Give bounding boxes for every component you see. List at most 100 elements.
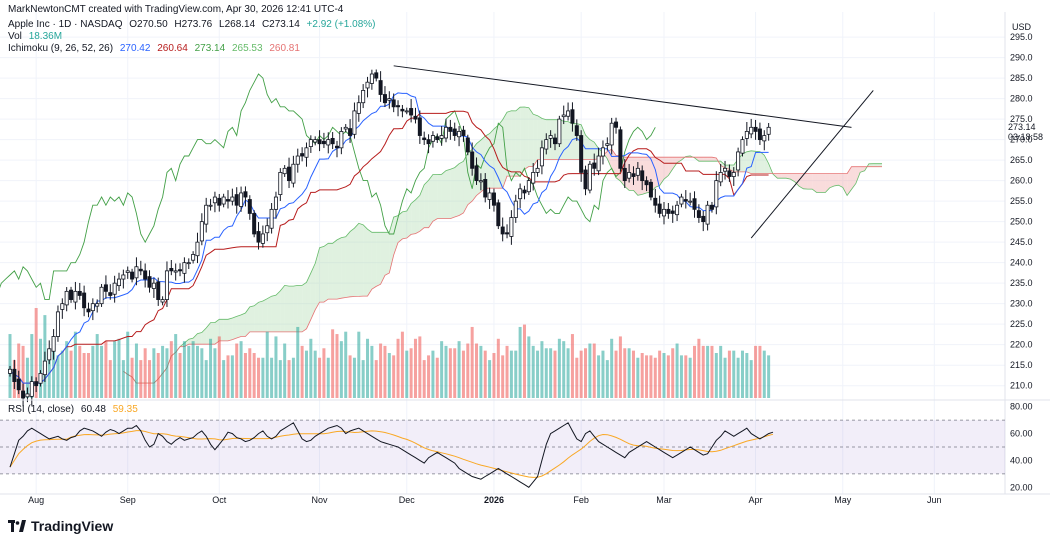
- volume-bar: [440, 341, 444, 398]
- cloud-segment: [380, 232, 385, 285]
- candle-body: [304, 147, 309, 158]
- candle: [587, 160, 592, 194]
- volume-bar: [126, 331, 130, 398]
- candle: [295, 148, 300, 173]
- volume-bar: [52, 348, 56, 398]
- volume-bar: [91, 345, 95, 398]
- candle-body: [696, 210, 701, 218]
- candle-body: [526, 180, 531, 193]
- cloud-segment: [219, 319, 224, 341]
- candle-body: [12, 368, 17, 382]
- ohlc-close: C273.14: [261, 19, 300, 30]
- cloud-segment: [668, 157, 673, 176]
- candle-body: [483, 179, 488, 198]
- candle: [112, 275, 117, 303]
- candle-body: [308, 139, 313, 148]
- candle-body: [557, 118, 562, 145]
- volume-bar: [697, 338, 701, 398]
- candle: [282, 165, 287, 177]
- candle: [356, 95, 361, 122]
- volume-bar: [714, 353, 718, 398]
- volume-bar: [693, 345, 697, 398]
- last-price: 273.14: [1008, 122, 1036, 132]
- candle-body: [291, 163, 296, 184]
- volume-bar: [601, 350, 605, 398]
- candle: [396, 100, 401, 117]
- volume-bar: [470, 326, 474, 398]
- tradingview-logo[interactable]: TradingView: [8, 518, 113, 534]
- candle: [55, 305, 60, 342]
- candle: [731, 167, 736, 186]
- volume-bar: [575, 357, 579, 398]
- candle: [278, 168, 283, 201]
- rsi-ma-value: 59.35: [112, 404, 138, 415]
- candle: [574, 119, 579, 141]
- candle-body: [239, 192, 244, 207]
- volume-bar: [636, 357, 640, 398]
- candle-body: [679, 196, 684, 205]
- cloud-segment: [594, 142, 599, 160]
- candle: [374, 69, 379, 82]
- volume-bar: [457, 341, 461, 398]
- cloud-segment: [228, 317, 233, 341]
- volume-bar: [483, 350, 487, 398]
- candle-body: [579, 135, 584, 173]
- volume-bar: [544, 348, 548, 398]
- candle: [21, 383, 26, 407]
- volume-bar: [348, 355, 352, 398]
- candle-body: [252, 213, 257, 235]
- volume-bar: [344, 331, 348, 398]
- candle-body: [265, 225, 270, 234]
- candle: [509, 210, 514, 245]
- volume-bar: [466, 343, 470, 398]
- candle-body: [718, 172, 723, 183]
- candle: [400, 104, 405, 118]
- volume-bar: [117, 338, 121, 398]
- candle: [452, 122, 457, 141]
- candle-body: [609, 122, 614, 146]
- time-tick-label: 2026: [484, 495, 504, 505]
- candle-body: [701, 215, 706, 223]
- candle: [622, 158, 627, 189]
- cloud-segment: [358, 223, 364, 297]
- candle-body: [553, 137, 558, 145]
- symbol-legend: Apple Inc · 1D · NASDAQ O270.50 H273.76 …: [8, 19, 379, 30]
- volume-bar: [444, 345, 448, 398]
- volume-bar: [25, 357, 29, 398]
- volume-bar: [331, 329, 335, 398]
- volume-bar: [156, 353, 160, 398]
- volume-bar: [374, 360, 378, 398]
- volume-bar: [553, 350, 557, 398]
- ohlc-open: O270.50: [129, 19, 168, 30]
- candle-body: [195, 241, 200, 257]
- price-axis: 210.0 215.0 220.0 225.0 230.0 235.0 240.0 245.0…: [1004, 12, 1033, 494]
- cloud-segment: [446, 169, 451, 219]
- volume-bar: [584, 348, 588, 398]
- candle-body: [300, 153, 305, 157]
- volume-bar: [252, 353, 256, 398]
- candle: [723, 160, 728, 180]
- candle: [705, 200, 710, 231]
- candle: [749, 118, 754, 139]
- volume-bar: [34, 308, 38, 398]
- cloud-segment: [415, 195, 420, 234]
- candle-body: [151, 282, 156, 289]
- candle-body: [60, 303, 65, 310]
- volume-bar: [579, 350, 583, 398]
- volume-bar: [588, 343, 592, 398]
- cloud-segment: [664, 157, 669, 180]
- candle-body: [99, 286, 104, 305]
- volume-bar: [645, 355, 649, 398]
- candle: [239, 186, 244, 212]
- candle: [740, 136, 745, 157]
- volume-bar: [592, 343, 596, 398]
- volume-bar: [335, 334, 339, 398]
- candle-body: [640, 170, 645, 182]
- volume-bar: [243, 353, 247, 398]
- candle-body: [117, 278, 122, 287]
- volume-bar: [86, 353, 90, 398]
- candle-body: [256, 231, 261, 243]
- candle: [709, 201, 714, 213]
- candle: [653, 188, 658, 213]
